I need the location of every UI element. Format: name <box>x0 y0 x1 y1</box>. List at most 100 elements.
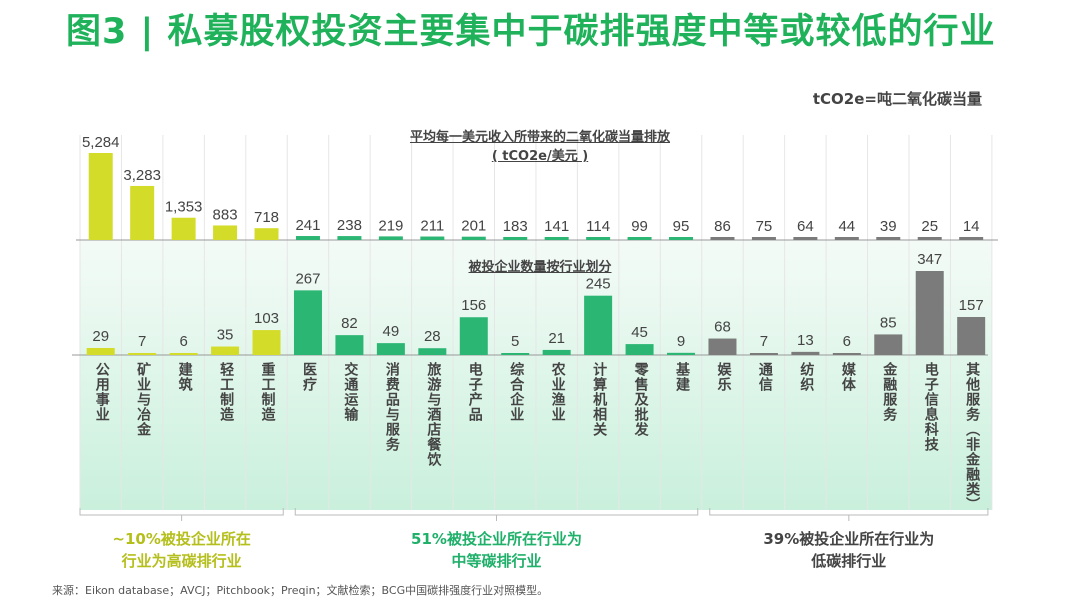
count-data-label: 85 <box>880 314 897 331</box>
emission-data-label: 86 <box>714 218 731 235</box>
count-bar <box>86 347 115 355</box>
emission-bar <box>751 237 776 240</box>
count-data-label: 5 <box>511 333 519 350</box>
count-bar <box>749 353 778 355</box>
emission-data-label: 3,283 <box>123 167 161 184</box>
category-label: 娱乐 <box>715 362 732 392</box>
count-data-label: 35 <box>217 327 234 344</box>
group-bracket <box>79 508 284 521</box>
count-bar <box>957 316 986 355</box>
emission-bar <box>586 237 611 240</box>
count-bar <box>335 335 364 355</box>
emission-bar <box>130 185 155 240</box>
group-label-line: 低碳排行业 <box>811 552 887 570</box>
category-label: 零售及批发 <box>632 362 649 437</box>
count-bar <box>667 352 696 355</box>
count-bar <box>874 334 903 355</box>
emission-chart-unit: ( tCO2e/美元 ) <box>491 149 589 164</box>
emission-chart-title: 平均每一美元收入所带来的二氧化碳当量排放 <box>409 130 670 145</box>
count-data-label: 45 <box>631 324 648 341</box>
count-bar <box>128 353 157 355</box>
category-label: 综合企业 <box>508 362 525 422</box>
count-data-label: 7 <box>138 333 146 350</box>
count-bar <box>252 330 281 355</box>
emission-bar <box>337 236 362 240</box>
emission-bar <box>420 236 445 240</box>
emission-data-label: 238 <box>337 217 362 234</box>
category-label: 消费品与服务 <box>383 362 400 452</box>
count-bar <box>832 353 861 355</box>
count-bar <box>293 290 322 355</box>
count-bar <box>915 271 944 355</box>
emission-bar <box>544 237 569 240</box>
count-bar <box>459 317 488 355</box>
count-bar <box>169 353 198 355</box>
count-data-label: 6 <box>179 333 187 350</box>
count-data-label: 7 <box>760 333 768 350</box>
count-data-label: 49 <box>383 323 400 340</box>
count-data-label: 68 <box>714 319 731 336</box>
emission-data-label: 39 <box>880 218 897 235</box>
emission-bar <box>295 236 320 240</box>
source-note: 来源：Eikon database；AVCJ；Pitchbook；Preqin；… <box>52 584 549 597</box>
emission-bar <box>793 237 818 240</box>
category-label: 建筑 <box>176 362 193 392</box>
category-label: 医疗 <box>300 362 317 392</box>
group-bracket <box>294 508 699 521</box>
emission-bar <box>834 237 859 240</box>
emission-bar <box>876 237 901 240</box>
category-label: 金融服务 <box>881 362 898 422</box>
count-data-label: 13 <box>797 332 814 349</box>
group-label: ~10%被投企业所在 行业为高碳排行业 <box>52 528 312 572</box>
group-bracket <box>709 508 989 521</box>
count-data-label: 21 <box>548 330 565 347</box>
count-data-label: 82 <box>341 315 358 332</box>
page-title: 图3 | 私募股权投资主要集中于碳排强度中等或较低的行业 <box>66 12 996 52</box>
emission-data-label: 114 <box>586 218 610 235</box>
emission-data-label: 75 <box>756 218 773 235</box>
emission-data-label: 201 <box>461 218 486 235</box>
emission-bar <box>378 236 403 240</box>
group-label-line: ~10%被投企业所在 <box>112 530 251 548</box>
emission-data-label: 25 <box>921 218 938 235</box>
count-data-label: 103 <box>254 310 279 327</box>
emission-data-label: 95 <box>673 218 690 235</box>
category-label: 通信 <box>756 362 773 392</box>
category-label: 重工制造 <box>259 362 276 422</box>
category-label: 交通运输 <box>342 362 359 422</box>
count-data-label: 6 <box>843 333 851 350</box>
category-label: 矿业与冶金 <box>135 362 152 437</box>
category-label: 纺织 <box>798 362 815 392</box>
emission-data-label: 219 <box>378 217 403 234</box>
group-label: 39%被投企业所在行业为 低碳排行业 <box>719 528 979 572</box>
emission-data-label: 64 <box>797 218 814 235</box>
category-label: 轻工制造 <box>218 362 235 422</box>
category-label: 其他服务（非金融类） <box>964 362 981 512</box>
emission-bar <box>710 237 735 240</box>
emission-data-label: 5,284 <box>82 134 120 151</box>
emission-bar <box>959 237 984 240</box>
unit-note: tCO2e=吨二氧化碳当量 <box>812 90 982 108</box>
category-label: 基建 <box>674 362 691 392</box>
group-label-line: 39%被投企业所在行业为 <box>763 530 935 548</box>
emission-bar <box>627 237 652 240</box>
emission-data-label: 99 <box>631 218 648 235</box>
count-bar <box>542 349 571 355</box>
group-label-line: 51%被投企业所在行业为 <box>411 530 582 548</box>
category-label: 计算机相关 <box>591 362 608 437</box>
category-label: 电子产品 <box>466 362 483 422</box>
emission-data-label: 183 <box>503 218 528 235</box>
count-bar <box>211 346 240 355</box>
emission-data-label: 211 <box>420 218 444 235</box>
count-bar <box>418 348 447 355</box>
count-data-label: 156 <box>461 297 486 314</box>
emission-bar <box>254 228 279 240</box>
emission-bar <box>503 236 528 240</box>
count-chart-title: 被投企业数量按行业划分 <box>468 260 612 275</box>
emission-data-label: 883 <box>213 206 238 223</box>
emission-data-label: 14 <box>963 218 980 235</box>
emission-data-label: 718 <box>254 209 279 226</box>
emission-bar <box>461 236 486 240</box>
group-label-line: 中等碳排行业 <box>451 552 542 570</box>
